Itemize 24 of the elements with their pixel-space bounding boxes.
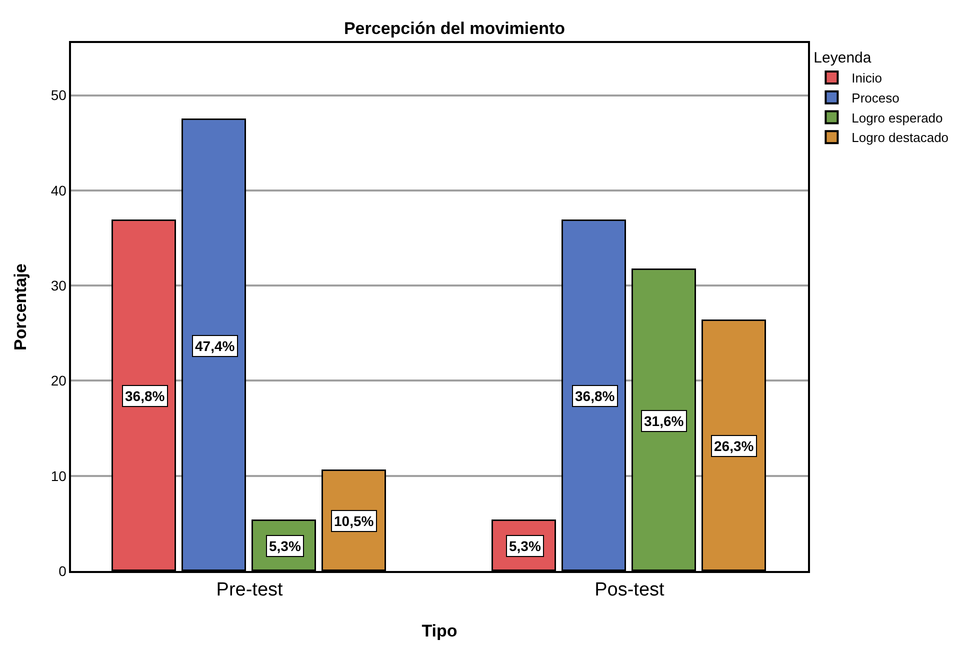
data-label: 47,4% (195, 338, 236, 354)
y-tick-label: 40 (50, 182, 67, 198)
data-label: 31,6% (644, 413, 684, 429)
legend-label: Proceso (852, 90, 900, 106)
legend-title: Leyenda (814, 50, 872, 66)
y-tick-label: 0 (58, 562, 67, 579)
data-label: 5,3% (269, 538, 302, 554)
y-tick-label: 10 (50, 468, 67, 484)
data-label: 10,5% (334, 513, 374, 529)
y-axis-title: Porcentaje (10, 264, 30, 350)
data-label: 5,3% (509, 538, 542, 554)
x-tick-label: Pos-test (594, 580, 666, 601)
y-tick-label: 30 (50, 277, 67, 294)
x-tick-label: Pre-test (216, 580, 284, 601)
data-label: 36,8% (575, 388, 616, 404)
y-tick-label: 50 (50, 87, 67, 104)
data-label: 36,8% (125, 388, 166, 404)
x-axis-title: Tipo (422, 621, 458, 640)
legend-label: Logro destacado (852, 130, 949, 146)
legend-label: Inicio (852, 70, 882, 86)
legend-label: Logro esperado (852, 110, 943, 126)
data-label: 26,3% (714, 438, 754, 454)
chart-title: Percepción del movimiento (344, 18, 566, 38)
y-tick-label: 20 (50, 372, 67, 389)
